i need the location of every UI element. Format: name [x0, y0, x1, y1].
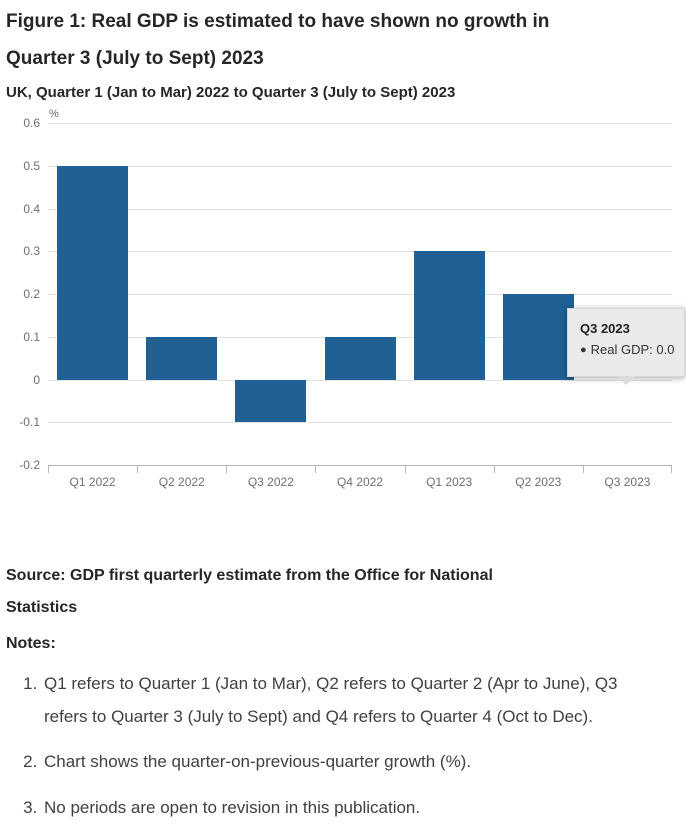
bar-q1-2022[interactable] [57, 165, 129, 380]
tooltip-value: ● Real GDP: 0.0 [580, 342, 675, 358]
x-axis-tick [315, 465, 317, 473]
y-axis-tick-label: 0.6 [23, 116, 40, 130]
x-axis-tick [404, 465, 406, 473]
gridline [48, 422, 672, 424]
tooltip-title: Q3 2023 [580, 321, 630, 336]
note-item-3: No periods are open to revision in this … [42, 792, 621, 825]
gridline [48, 251, 672, 253]
y-axis-tick-label: 0.2 [23, 287, 40, 301]
gridline [48, 208, 672, 210]
y-axis-tick-label: 0.3 [23, 244, 40, 259]
bar-q2-2022[interactable] [146, 336, 218, 380]
y-axis-tick-label: 0 [33, 372, 40, 387]
x-axis-tick-label: Q3 2022 [247, 475, 294, 489]
x-axis-tick [493, 465, 495, 473]
y-axis-tick-label: 0.5 [23, 158, 40, 173]
notes-list: Q1 refers to Quarter 1 (Jan to Mar), Q2 … [6, 668, 621, 824]
x-axis-tick-label: Q4 2022 [336, 475, 384, 489]
gridline [48, 123, 672, 124]
notes-heading: Notes: [6, 635, 56, 652]
bar-q4-2022[interactable] [324, 336, 396, 380]
bar-q3-2022[interactable] [235, 379, 307, 423]
chart-tooltip: Q3 2023 ● Real GDP: 0.0 [567, 308, 685, 385]
tooltip-arrow-icon [617, 376, 635, 385]
gridline [48, 165, 672, 167]
gridline [48, 465, 672, 466]
bar-q1-2023[interactable] [413, 251, 485, 380]
plot-area: 0.6 0.5 0.4 0.3 0.2 0.1 0 -0.1 -0.2 Q1 2022 Q2 202… [19, 116, 672, 489]
bar-chart: % 0.6 0.5 0.4 0.3 0.2 0.1 0 -0.1 -0.2 Q1 2022 Q2 2… [6, 105, 685, 502]
y-axis-tick-label: -0.1 [19, 415, 40, 430]
series-marker-icon: ● [580, 344, 587, 356]
y-axis-tick-label: -0.2 [19, 458, 40, 472]
x-axis-tick-label: Q3 2023 [604, 475, 651, 489]
chart-subtitle: UK, Quarter 1 (Jan to Mar) 2022 to Quart… [6, 84, 456, 101]
x-axis-tick [582, 465, 584, 473]
note-item-2: Chart shows the quarter-on-previous-quar… [42, 746, 621, 779]
gridline [48, 379, 672, 381]
note-item-1: Q1 refers to Quarter 1 (Jan to Mar), Q2 … [42, 668, 621, 733]
x-axis-tick-label: Q1 2022 [69, 475, 116, 489]
x-axis-tick [671, 465, 672, 473]
x-axis-tick-label: Q1 2023 [426, 475, 473, 489]
source-text: Source: GDP first quarterly estimate fro… [6, 567, 493, 616]
y-axis-tick-label: 0.1 [23, 329, 40, 344]
y-axis-unit-label: % [49, 108, 59, 120]
x-axis-tick-label: Q2 2022 [158, 475, 205, 489]
bar-q2-2023[interactable] [502, 294, 574, 380]
x-axis-tick [48, 465, 49, 473]
x-axis-tick [226, 465, 228, 473]
tooltip-series-value: Real GDP: 0.0 [590, 342, 675, 357]
x-axis-tick-label: Q2 2023 [515, 475, 562, 489]
gridline [48, 294, 672, 295]
x-axis-tick [137, 465, 139, 473]
y-axis-tick-label: 0.4 [23, 201, 40, 216]
figure-title: Figure 1: Real GDP is estimated to have … [6, 11, 550, 69]
